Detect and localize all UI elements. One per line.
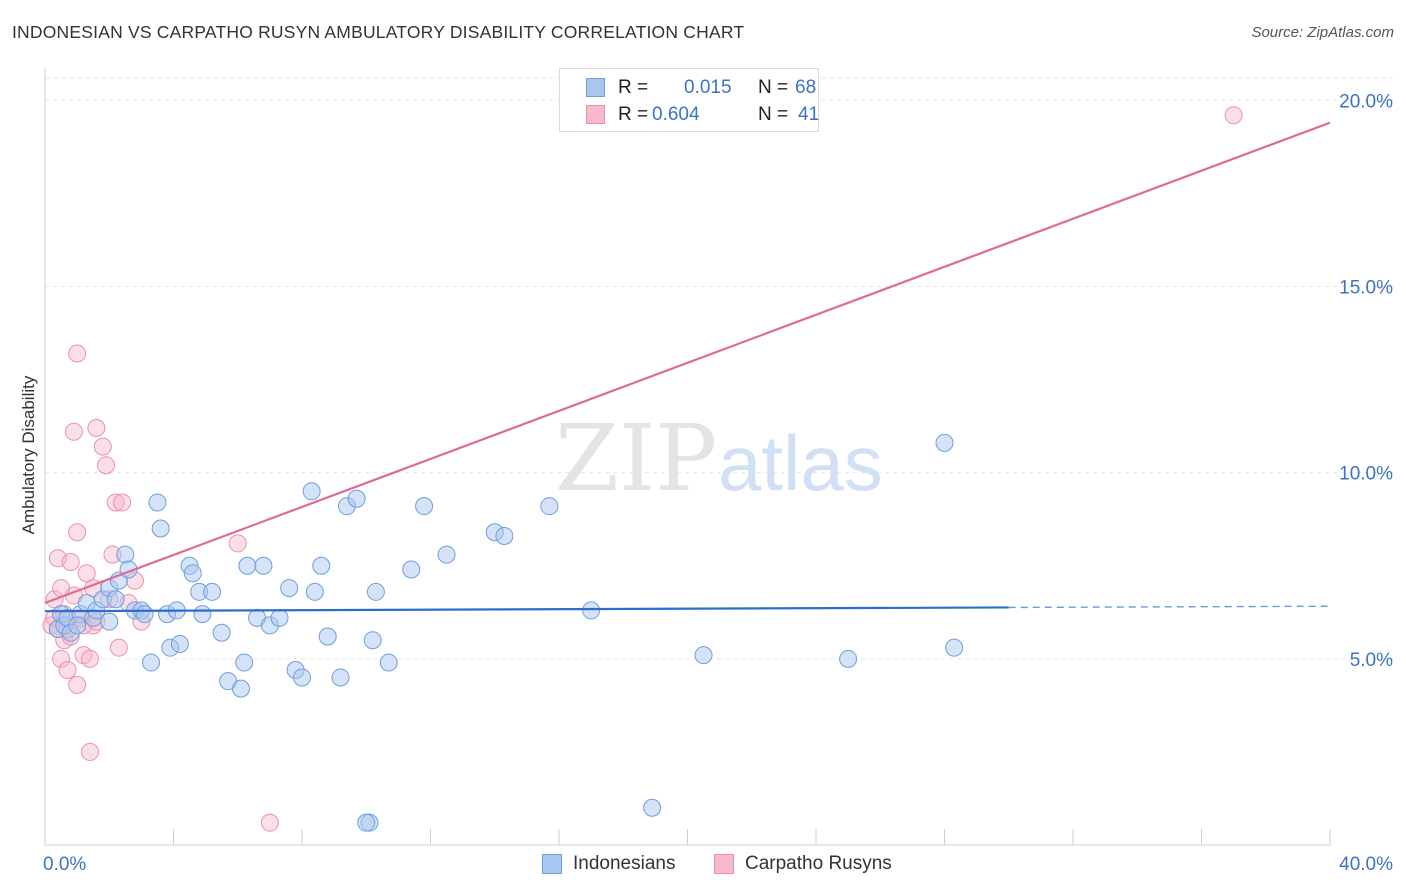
indonesian-point <box>415 497 434 516</box>
indonesian-point <box>183 564 202 583</box>
r-value-indonesians: 0.015 <box>684 77 732 98</box>
carpatho-rusyn-point <box>113 493 132 512</box>
indonesian-point <box>366 582 385 601</box>
indonesian-point <box>280 579 299 598</box>
carpatho-rusyn-point <box>68 344 87 363</box>
indonesian-point <box>142 653 161 672</box>
carpatho-rusyn-point <box>80 649 99 668</box>
carpatho-rusyn-point <box>93 437 112 456</box>
indonesian-point <box>302 482 321 501</box>
indonesian-point <box>379 653 398 672</box>
watermark: ZIP atlas <box>555 405 883 512</box>
indonesian-point <box>203 582 222 601</box>
carpatho-rusyn-point <box>64 422 83 441</box>
blue-swatch <box>586 78 605 97</box>
y-axis-label: Ambulatory Disability <box>19 375 38 534</box>
indonesian-point <box>694 646 713 665</box>
carpatho-rusyn-point <box>87 418 106 437</box>
y-tick-label: 15.0% <box>1339 278 1393 299</box>
axes <box>44 68 1331 846</box>
indonesian-point <box>116 545 135 564</box>
carpatho-rusyn-point <box>52 649 71 668</box>
chart-title: INDONESIAN VS CARPATHO RUSYN AMBULATORY … <box>12 22 745 42</box>
legend-blue-swatch <box>542 854 562 874</box>
indonesian-point <box>254 556 273 575</box>
carpatho-rusyn-point <box>97 456 116 475</box>
carpatho-rusyn-point <box>68 523 87 542</box>
y-tick-label: 20.0% <box>1339 91 1393 112</box>
indonesian-point <box>437 545 456 564</box>
indonesian-point <box>540 497 559 516</box>
carpatho-rusyn-point <box>228 534 247 553</box>
correlation-stats-box: R = 0.015 N = 68 R = 0.604 N = 41 <box>559 68 819 132</box>
watermark-atlas: atlas <box>718 419 883 507</box>
indonesian-point <box>357 813 376 832</box>
y-tick-label: 5.0% <box>1350 650 1393 671</box>
carpatho-rusyn-point <box>1224 106 1243 125</box>
trend-lines <box>44 121 1331 613</box>
legend-pink-swatch <box>714 854 734 874</box>
indonesian-point <box>312 556 331 575</box>
tick-labels: 5.0% 10.0% 15.0% 20.0% 0.0% 40.0% <box>43 91 1393 875</box>
indonesian-point <box>135 605 154 624</box>
source-label: Source: ZipAtlas.com <box>1251 24 1394 41</box>
indonesian-point <box>193 605 212 624</box>
indonesian-point <box>318 627 337 646</box>
watermark-zip: ZIP <box>555 405 717 512</box>
indonesian-point <box>68 616 87 635</box>
indonesian-point <box>170 634 189 653</box>
indonesian-point <box>363 631 382 650</box>
carpatho-rusyn-point <box>68 675 87 694</box>
r-value-carpatho-rusyns: 0.604 <box>652 104 700 125</box>
n-value-indonesians: 68 <box>795 77 817 98</box>
carpatho-rusyn-point <box>260 813 279 832</box>
indonesian-trend-extension <box>1008 605 1331 609</box>
carpatho-rusyn-point <box>106 493 125 512</box>
r-label: R = <box>618 77 649 98</box>
carpatho-rusyn-point <box>61 553 80 572</box>
indonesian-point <box>293 668 311 687</box>
indonesian-point <box>839 649 858 668</box>
indonesian-point <box>148 493 167 512</box>
carpatho-rusyn-point <box>109 638 128 657</box>
x-tick-label: 40.0% <box>1339 854 1393 875</box>
indonesian-point <box>100 612 119 631</box>
carpatho-rusyn-trend-line <box>44 121 1331 605</box>
indonesian-point <box>305 582 324 601</box>
indonesian-point <box>935 433 954 452</box>
indonesian-point <box>106 590 125 609</box>
n-label: N = <box>758 77 789 98</box>
indonesian-point <box>495 526 514 545</box>
indonesian-point <box>945 638 964 657</box>
pink-swatch <box>586 105 605 124</box>
indonesian-point <box>231 679 250 698</box>
indonesian-point <box>643 798 662 817</box>
indonesian-trend-line <box>44 606 1009 613</box>
indonesian-point <box>347 489 366 508</box>
y-tick-label: 10.0% <box>1339 464 1393 485</box>
carpatho-rusyn-point <box>58 661 77 680</box>
n-label: N = <box>758 104 789 125</box>
indonesian-point <box>582 601 601 620</box>
indonesian-point <box>331 668 350 687</box>
carpatho-rusyn-point <box>77 564 96 583</box>
indonesian-point <box>402 560 421 579</box>
indonesian-point <box>235 653 254 672</box>
r-label: R = <box>618 104 649 125</box>
legend-label-carpatho-rusyns: Carpatho Rusyns <box>745 853 892 874</box>
legend-label-indonesians: Indonesians <box>573 853 676 874</box>
indonesian-point <box>151 519 170 538</box>
indonesian-point <box>238 556 257 575</box>
indonesian-point <box>270 608 289 627</box>
carpatho-rusyn-point <box>80 742 99 761</box>
indonesian-point <box>212 623 231 642</box>
x-tick-label: 0.0% <box>43 854 86 875</box>
n-value-carpatho-rusyns: 41 <box>798 104 820 125</box>
